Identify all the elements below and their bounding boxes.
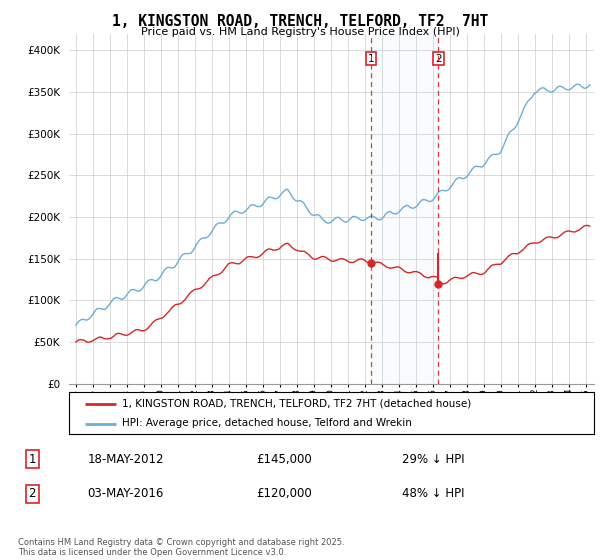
Text: 2: 2 xyxy=(435,54,442,64)
Text: 48% ↓ HPI: 48% ↓ HPI xyxy=(402,487,464,500)
Text: 29% ↓ HPI: 29% ↓ HPI xyxy=(402,452,464,465)
Text: Contains HM Land Registry data © Crown copyright and database right 2025.
This d: Contains HM Land Registry data © Crown c… xyxy=(18,538,344,557)
Text: 2: 2 xyxy=(29,487,36,500)
Text: Price paid vs. HM Land Registry's House Price Index (HPI): Price paid vs. HM Land Registry's House … xyxy=(140,27,460,37)
Text: £120,000: £120,000 xyxy=(256,487,312,500)
Text: 1, KINGSTON ROAD, TRENCH, TELFORD, TF2  7HT: 1, KINGSTON ROAD, TRENCH, TELFORD, TF2 7… xyxy=(112,14,488,29)
Text: 1: 1 xyxy=(29,452,36,465)
Text: 03-MAY-2016: 03-MAY-2016 xyxy=(88,487,164,500)
Text: 1, KINGSTON ROAD, TRENCH, TELFORD, TF2 7HT (detached house): 1, KINGSTON ROAD, TRENCH, TELFORD, TF2 7… xyxy=(121,399,471,409)
Text: £145,000: £145,000 xyxy=(256,452,312,465)
Text: 1: 1 xyxy=(368,54,374,64)
Text: HPI: Average price, detached house, Telford and Wrekin: HPI: Average price, detached house, Telf… xyxy=(121,418,412,428)
Bar xyxy=(371,34,439,384)
Text: 18-MAY-2012: 18-MAY-2012 xyxy=(88,452,164,465)
